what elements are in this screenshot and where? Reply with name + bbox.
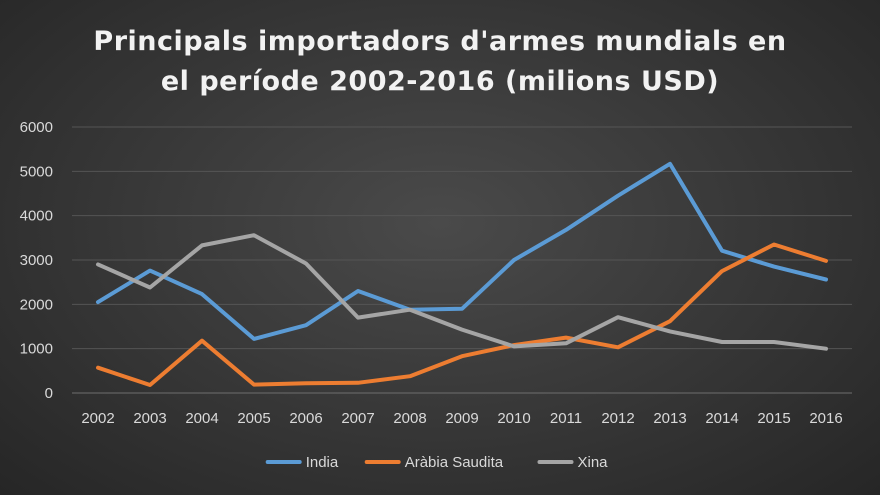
y-tick-label: 5000 (20, 163, 53, 180)
y-tick-label: 0 (45, 385, 53, 402)
x-tick-label: 2016 (809, 410, 842, 427)
x-tick-label: 2002 (81, 410, 114, 427)
legend-label-ar-bia-saudita: Aràbia Saudita (405, 454, 504, 471)
y-tick-label: 1000 (20, 341, 53, 358)
y-tick-label: 6000 (20, 119, 53, 136)
chart-title-line-1: Principals importadors d'armes mundials … (93, 26, 787, 57)
legend-label-india: India (306, 454, 339, 471)
y-tick-label: 2000 (20, 296, 53, 313)
series-line-india (96, 161, 828, 341)
x-tick-label: 2005 (237, 410, 270, 427)
x-tick-label: 2003 (133, 410, 166, 427)
x-tick-label: 2006 (289, 410, 322, 427)
x-tick-label: 2013 (653, 410, 686, 427)
y-tick-label: 4000 (20, 208, 53, 225)
series-line-ar-bia-saudita (96, 242, 828, 387)
x-tick-label: 2011 (550, 410, 582, 427)
x-tick-label: 2007 (341, 410, 374, 427)
chart-title: Principals importadors d'armes mundials … (0, 22, 880, 102)
x-tick-label: 2012 (601, 410, 634, 427)
series-line-xina (96, 233, 828, 351)
x-tick-label: 2004 (185, 410, 218, 427)
x-tick-label: 2009 (445, 410, 478, 427)
legend-label-xina: Xina (578, 454, 609, 471)
chart-title-line-2: el període 2002-2016 (milions USD) (160, 66, 720, 97)
y-tick-label: 3000 (20, 252, 53, 269)
x-tick-label: 2008 (393, 410, 426, 427)
x-tick-label: 2014 (705, 410, 738, 427)
x-tick-label: 2010 (497, 410, 530, 427)
x-tick-label: 2015 (757, 410, 790, 427)
